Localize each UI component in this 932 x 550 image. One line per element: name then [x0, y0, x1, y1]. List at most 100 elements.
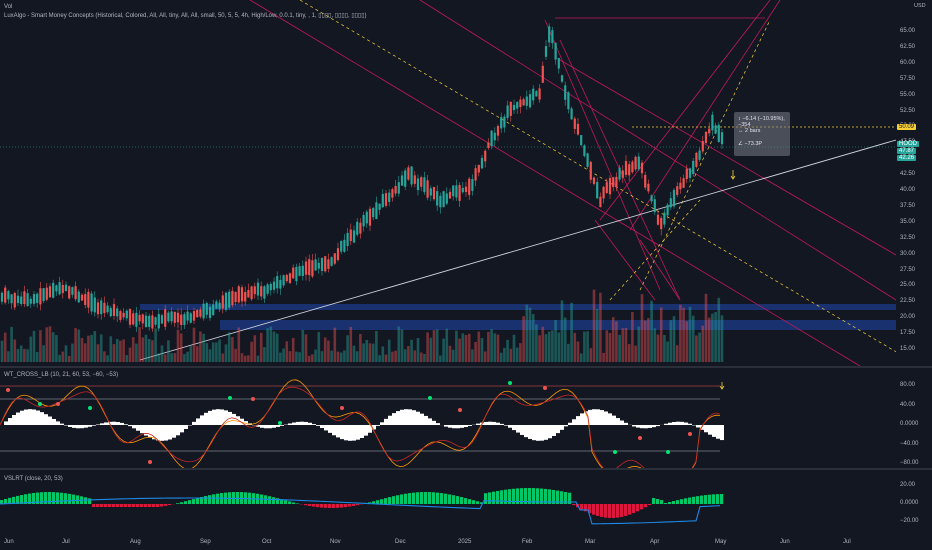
- volume-bar: [170, 353, 173, 362]
- volume-bar: [13, 339, 17, 362]
- currency-button[interactable]: USD: [914, 3, 926, 9]
- vslrt-chart[interactable]: [0, 470, 896, 534]
- candle-body: [151, 315, 154, 329]
- vslrt-bar: [700, 495, 704, 504]
- candle-body: [311, 260, 314, 277]
- price-tick: 62.50: [900, 43, 916, 50]
- wt-cross-pane[interactable]: WT_CROSS_LB (10, 21, 60, 53, −60, −53): [0, 368, 896, 468]
- vslrt-bar: [696, 496, 700, 504]
- vslrt-bar: [196, 498, 200, 504]
- symbol-legend[interactable]: Vol: [4, 4, 13, 10]
- volume-bar: [0, 340, 4, 362]
- wt-histogram-bar: [512, 425, 516, 431]
- volume-bar: [288, 351, 292, 362]
- volume-bar: [266, 328, 269, 362]
- vslrt-bar: [272, 497, 276, 504]
- trendline: [139, 139, 896, 361]
- volume-bar: [695, 335, 698, 362]
- vslrt-bar: [20, 495, 24, 504]
- vslrt-bar: [472, 500, 476, 504]
- candle-body: [55, 285, 58, 292]
- vslrt-bar: [72, 494, 76, 504]
- wt-cross-dot: [458, 408, 462, 412]
- candle-body: [423, 177, 426, 193]
- time-label: Apr: [650, 539, 660, 545]
- wt-histogram-bar: [588, 409, 592, 425]
- vslrt-bar: [32, 492, 36, 504]
- vslrt-bar: [560, 491, 564, 504]
- vslrt-bar: [180, 502, 184, 504]
- volume-bar: [208, 349, 212, 362]
- volume-bar: [224, 344, 228, 362]
- candle-body: [96, 302, 100, 315]
- volume-bar: [579, 353, 583, 362]
- wt-histogram-bar: [288, 423, 292, 425]
- volume-bar: [7, 351, 10, 362]
- volume-bar: [355, 351, 359, 362]
- vslrt-bar: [556, 490, 560, 504]
- candle-body: [135, 312, 138, 327]
- wt-histogram-bar: [516, 425, 520, 433]
- vslrt-bar: [580, 504, 584, 510]
- volume-bar: [672, 316, 676, 362]
- wt-cross-dot: [251, 397, 255, 401]
- volume-bar: [615, 321, 618, 362]
- volume-bar: [567, 343, 570, 362]
- time-axis[interactable]: Jun Jul Aug Sep Oct Nov Dec 2025 Feb Mar Apr May Jun…: [0, 536, 896, 550]
- candle-body: [212, 304, 215, 316]
- wt-histogram-bar: [704, 425, 708, 433]
- volume-bar: [608, 333, 612, 362]
- volume-bar: [272, 331, 276, 362]
- candle-body: [336, 248, 340, 261]
- wt-histogram-bar: [716, 425, 720, 439]
- wt-price-axis[interactable]: 80.00 40.00 0.0000 −40.00 −80.00: [896, 368, 932, 468]
- volume-bar: [157, 353, 161, 362]
- wt-histogram-bar: [408, 409, 412, 425]
- vslrt-bar: [48, 492, 52, 504]
- price-tick: 52.50: [900, 107, 916, 114]
- vslrt-bar: [28, 493, 32, 504]
- volume-bar: [583, 331, 586, 362]
- pane-separator-1[interactable]: [0, 366, 932, 368]
- wt-histogram-bar: [604, 411, 608, 425]
- volume-bar: [339, 352, 343, 362]
- indicator-legend[interactable]: LuxAlgo - Smart Money Concepts (Historic…: [4, 13, 367, 19]
- candle-body: [500, 116, 503, 129]
- main-chart-pane[interactable]: Vol LuxAlgo - Smart Money Concepts (Hist…: [0, 0, 896, 366]
- time-label: Jun: [4, 539, 14, 545]
- price-chart[interactable]: [0, 0, 896, 366]
- vslrt-bar: [616, 504, 620, 518]
- wt-histogram-bar: [304, 421, 308, 425]
- candle-body: [160, 315, 164, 324]
- wt-histogram-bar: [404, 409, 408, 425]
- wt-histogram-bar: [580, 413, 584, 425]
- price-tick: 15.00: [900, 346, 916, 352]
- vslrt-bar: [424, 492, 428, 504]
- vslrt-bar: [664, 503, 668, 504]
- volume-bar: [371, 343, 375, 362]
- candle-body: [410, 166, 413, 185]
- vslrt-pane[interactable]: VSLRT (close, 20, 53): [0, 470, 896, 534]
- vslrt-bar: [132, 504, 136, 507]
- wt-legend[interactable]: WT_CROSS_LB (10, 21, 60, 53, −60, −53): [4, 372, 119, 378]
- volume-bar: [467, 333, 471, 362]
- candle-body: [0, 292, 4, 302]
- candle-body: [93, 297, 96, 313]
- price-axis[interactable]: 65.0062.5060.0057.5055.0052.5050.0047.50…: [896, 0, 932, 366]
- wt-histogram-bar: [556, 425, 560, 434]
- pane-separator-2[interactable]: [0, 468, 932, 470]
- vslrt-bar: [36, 492, 40, 504]
- vslrt-legend[interactable]: VSLRT (close, 20, 53): [4, 476, 63, 482]
- candle-body: [608, 177, 612, 195]
- candle-body: [199, 309, 202, 317]
- wt-cross-chart[interactable]: [0, 368, 896, 468]
- candle-body: [615, 176, 618, 188]
- volume-bar: [589, 348, 593, 362]
- volume-bar: [445, 328, 449, 362]
- vslrt-bar: [684, 498, 688, 504]
- vslrt-price-axis[interactable]: 20.00 0.0000 −20.00: [896, 470, 932, 534]
- vslrt-bar: [636, 504, 640, 512]
- volume-bar: [151, 340, 154, 362]
- wt-histogram-bar: [260, 425, 264, 428]
- time-label: 2025: [458, 539, 472, 545]
